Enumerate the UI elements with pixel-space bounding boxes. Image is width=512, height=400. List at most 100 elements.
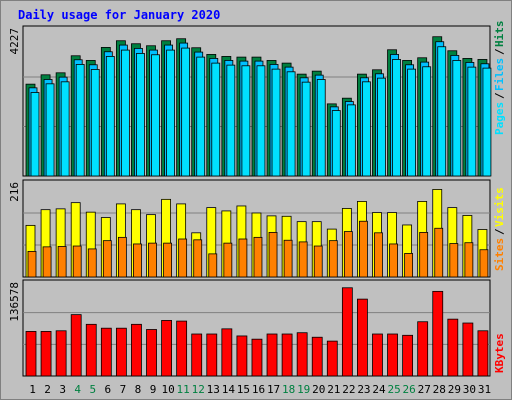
panel-ymax-label: 4227 xyxy=(8,28,21,55)
bar-kbytes-day-30 xyxy=(462,322,474,377)
bar-kbytes-day-15 xyxy=(236,335,248,377)
bar-kbytes-day-31 xyxy=(477,330,489,377)
x-tick-label-day-11: 11 xyxy=(177,383,190,396)
x-tick-label-day-26: 26 xyxy=(403,383,416,396)
x-tick-label-day-31: 31 xyxy=(478,383,491,396)
bar-kbytes-day-21 xyxy=(326,340,338,377)
bar-pages-day-16 xyxy=(256,65,266,177)
bar-sites-day-30 xyxy=(464,242,474,278)
bar-kbytes-day-5 xyxy=(85,323,97,377)
bar-pages-day-29 xyxy=(452,60,462,177)
x-tick-label-day-8: 8 xyxy=(135,383,142,396)
x-tick-label-day-10: 10 xyxy=(161,383,174,396)
legend-files: Files xyxy=(493,58,506,91)
x-tick-label-day-3: 3 xyxy=(59,383,66,396)
hits-files-pages-legend: Pages / Files / Hits xyxy=(493,21,506,136)
bar-kbytes-day-27 xyxy=(417,321,429,377)
bar-kbytes-day-23 xyxy=(357,298,368,377)
bar-sites-day-13 xyxy=(208,253,218,278)
bar-kbytes-day-3 xyxy=(55,330,67,377)
bar-sites-day-8 xyxy=(133,243,142,278)
chart-title: Daily usage for January 2020 xyxy=(18,8,220,22)
x-tick-label-day-4: 4 xyxy=(74,383,81,396)
x-tick-label-day-1: 1 xyxy=(29,383,36,396)
bar-pages-day-4 xyxy=(75,64,85,177)
bar-pages-day-22 xyxy=(346,104,356,177)
x-tick-label-day-21: 21 xyxy=(327,383,340,396)
x-tick-label-day-22: 22 xyxy=(342,383,355,396)
x-tick-label-day-16: 16 xyxy=(252,383,265,396)
bar-pages-day-8 xyxy=(136,53,145,177)
bar-kbytes-day-13 xyxy=(206,333,218,377)
bar-sites-day-16 xyxy=(253,236,263,278)
kbytes-bars xyxy=(23,287,490,377)
bar-pages-day-15 xyxy=(241,65,251,177)
x-tick-label-day-13: 13 xyxy=(207,383,220,396)
bar-kbytes-day-7 xyxy=(115,327,127,377)
bar-kbytes-day-11 xyxy=(176,320,188,377)
x-tick-label-day-15: 15 xyxy=(237,383,250,396)
bar-kbytes-day-18 xyxy=(281,333,293,377)
bar-pages-day-18 xyxy=(286,71,296,177)
bar-kbytes-day-6 xyxy=(100,327,112,377)
visits-sites-legend: Sites / Visits xyxy=(493,187,506,271)
x-tick-label-day-2: 2 xyxy=(44,383,51,396)
bar-sites-day-1 xyxy=(27,250,37,278)
x-tick-label-day-17: 17 xyxy=(267,383,280,396)
bar-pages-day-9 xyxy=(151,54,160,177)
bar-pages-day-1 xyxy=(30,92,40,177)
bar-sites-day-19 xyxy=(298,241,308,278)
x-tick-label-day-19: 19 xyxy=(297,383,310,396)
bar-pages-day-30 xyxy=(467,66,477,177)
x-tick-label-day-25: 25 xyxy=(387,383,400,396)
x-tick-label-day-29: 29 xyxy=(448,383,461,396)
bar-pages-day-14 xyxy=(226,64,236,177)
bar-sites-day-29 xyxy=(449,243,459,278)
bar-sites-day-18 xyxy=(283,239,293,278)
x-tick-label-day-14: 14 xyxy=(222,383,236,396)
bar-sites-day-14 xyxy=(223,242,233,278)
visits-sites-panel: 216 Sites / Visits xyxy=(8,179,506,278)
visits-sites-bars xyxy=(23,189,490,278)
bar-sites-day-4 xyxy=(72,245,82,278)
bar-sites-day-11 xyxy=(178,238,188,278)
bar-pages-day-2 xyxy=(45,83,55,177)
bar-pages-day-7 xyxy=(120,49,130,177)
hits-files-pages-panel: 4227 Pages / Files / Hits xyxy=(8,21,506,177)
bar-pages-day-27 xyxy=(422,66,432,177)
bar-pages-day-28 xyxy=(437,46,447,177)
bar-pages-day-10 xyxy=(166,49,175,177)
kbytes-legend: KBytes xyxy=(493,333,506,373)
kbytes-panel: 136578 KBytes xyxy=(8,279,506,377)
x-tick-label-day-20: 20 xyxy=(312,383,325,396)
bar-sites-day-21 xyxy=(328,240,338,278)
bar-pages-day-23 xyxy=(362,81,371,177)
x-tick-label-day-12: 12 xyxy=(192,383,205,396)
legend-separator: / xyxy=(493,92,506,99)
legend-pages: Pages xyxy=(493,102,506,135)
bar-pages-day-17 xyxy=(271,68,281,177)
bar-sites-day-12 xyxy=(193,239,203,278)
bar-kbytes-day-24 xyxy=(372,333,383,377)
bar-sites-day-31 xyxy=(479,249,489,278)
bar-sites-day-28 xyxy=(434,227,444,278)
bar-pages-day-13 xyxy=(211,62,221,177)
x-tick-label-day-5: 5 xyxy=(89,383,96,396)
legend-hits: Hits xyxy=(493,21,506,48)
bar-kbytes-day-1 xyxy=(25,331,37,377)
bar-kbytes-day-25 xyxy=(387,333,398,377)
panel-ymax-label: 216 xyxy=(8,182,21,202)
bar-pages-day-25 xyxy=(392,59,401,177)
bar-kbytes-day-22 xyxy=(341,287,353,377)
bar-sites-day-5 xyxy=(87,248,97,278)
bar-sites-day-2 xyxy=(42,246,52,278)
x-tick-label-day-27: 27 xyxy=(418,383,431,396)
panel-ymax-label: 136578 xyxy=(8,282,21,322)
bar-sites-day-9 xyxy=(148,242,157,278)
bar-sites-day-10 xyxy=(163,242,172,278)
bar-kbytes-day-28 xyxy=(432,290,444,377)
bar-kbytes-day-10 xyxy=(161,320,172,377)
bar-sites-day-20 xyxy=(313,245,323,278)
bar-pages-day-6 xyxy=(105,56,115,177)
